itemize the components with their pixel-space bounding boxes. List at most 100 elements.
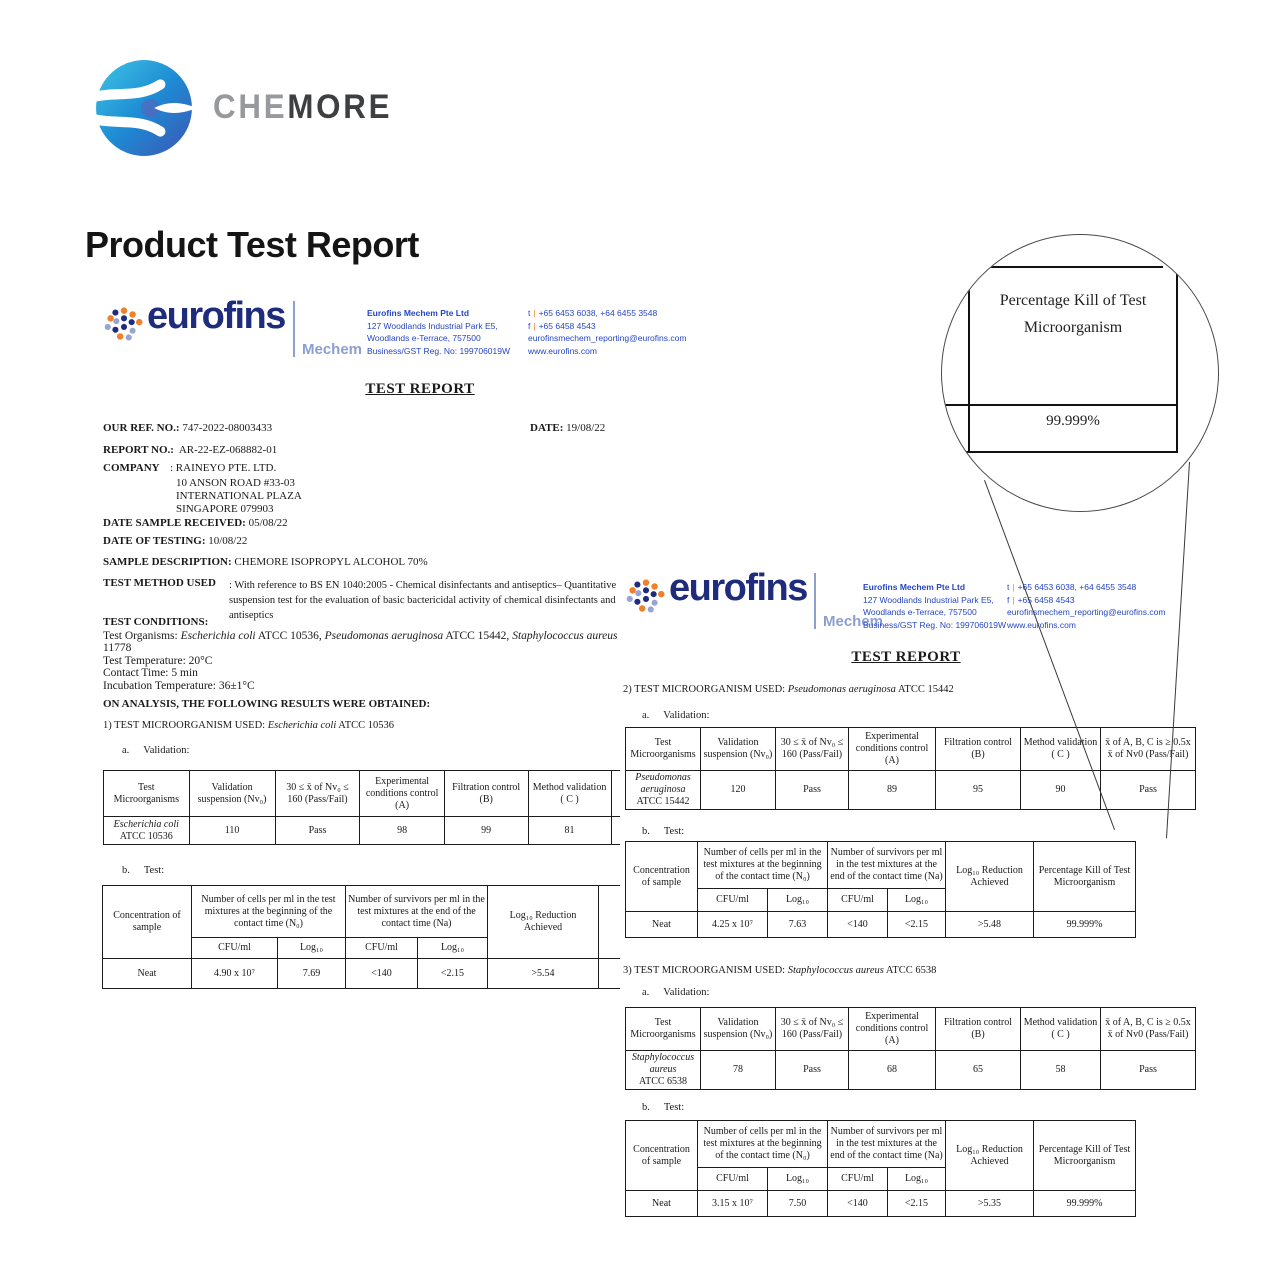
- report-no-line: REPORT NO.: AR-22-EZ-068882-01: [103, 444, 278, 456]
- pipe-icon: |: [533, 320, 536, 331]
- sub-header: Log₁₀: [277, 937, 346, 959]
- magnified-kill-header: Percentage Kill of Test Microorganism: [999, 292, 1147, 336]
- sub-header: CFU/ml: [191, 937, 278, 959]
- vendor-tel: t | +65 6453 6038, +64 6455 3548: [1007, 582, 1137, 592]
- table-cell: Neat: [102, 958, 192, 989]
- table-cell: <140: [827, 1190, 888, 1217]
- vendor-tel: t | +65 6453 6038, +64 6455 3548: [528, 308, 658, 318]
- table-cell: 65: [935, 1050, 1021, 1090]
- table-cell: 89: [848, 770, 936, 810]
- table-cell: <140: [345, 958, 418, 989]
- vendor-contact-block: t | +65 6453 6038, +64 6455 3548 f | +65 645…: [528, 307, 686, 357]
- eurofins-logotype: eurofins: [669, 567, 808, 609]
- column-header: x̄ of A, B, C is ≥ 0.5x x̄ of Nv0 (Pass/…: [1100, 1007, 1196, 1051]
- pipe-icon: |: [533, 308, 536, 318]
- column-header: Number of survivors per ml in the test m…: [827, 1120, 946, 1168]
- eurofins-division: Mechem: [823, 613, 884, 630]
- vendor-fax: f | +65 6458 4543: [1007, 594, 1075, 605]
- vendor-company: Eurofins Mechem Pte Ltd: [367, 308, 470, 318]
- table-cell: 98: [359, 816, 445, 845]
- chemore-logo-icon: [93, 60, 195, 156]
- date-testing-line: DATE OF TESTING: 10/08/22: [103, 535, 248, 547]
- conditions-text: Test Organisms: Escherichia coli ATCC 10…: [103, 630, 678, 692]
- sub-header: Log₁₀: [887, 888, 946, 912]
- sub-header: CFU/ml: [697, 1167, 768, 1191]
- column-header: 30 ≤ x̄ of Nv₀ ≤ 160 (Pass/Fail): [274, 770, 361, 817]
- vendor-address1: 127 Woodlands Industrial Park E5,: [367, 320, 498, 331]
- column-header: Method validation ( C ): [527, 770, 612, 817]
- column-header: Test Microorganisms: [625, 1007, 701, 1051]
- section1-validation-label: a. Validation:: [122, 745, 190, 756]
- test-report-doc-2: eurofins Mechem Eurofins Mechem Pte Ltd …: [620, 563, 1238, 1240]
- organism-cell: Pseudomonas aeruginosa ATCC 15442: [625, 770, 701, 810]
- doc2-title: TEST REPORT: [851, 649, 961, 665]
- column-header: Validation suspension (Nv₀): [700, 1007, 776, 1051]
- table-cell: Neat: [625, 1190, 698, 1217]
- table-cell: 78: [700, 1050, 776, 1090]
- table-cell: Pass: [274, 816, 361, 845]
- column-header: Concentration of sample: [625, 841, 698, 912]
- table-cell: 68: [848, 1050, 936, 1090]
- table-cell: 7.69: [277, 958, 346, 989]
- column-header: Concentration of sample: [102, 885, 192, 959]
- table-cell: 120: [700, 770, 776, 810]
- vendor-contact-block: t | +65 6453 6038, +64 6455 3548 f | +65 645…: [1007, 581, 1165, 631]
- method-label: TEST METHOD USED: [103, 577, 216, 589]
- sub-header: Log₁₀: [767, 1167, 828, 1191]
- sub-header: CFU/ml: [345, 937, 418, 959]
- table-cell: 4.90 x 10⁷: [191, 958, 278, 989]
- table-cell: >5.54: [487, 958, 599, 989]
- test-report-doc-1: eurofins Mechem Eurofins Mechem Pte Ltd …: [95, 295, 746, 1015]
- table-cell: <2.15: [887, 1190, 946, 1217]
- test-table-staphylococcus: Concentration of sample Number of cells …: [625, 1120, 1136, 1217]
- sub-header: CFU/ml: [827, 888, 888, 912]
- condition-contact-time: Contact Time: 5 min: [103, 667, 198, 680]
- column-header: 30 ≤ x̄ of Nv₀ ≤ 160 (Pass/Fail): [775, 727, 849, 771]
- magnified-table-line: [1176, 255, 1178, 451]
- column-header: x̄ of A, B, C is ≥ 0.5x x̄ of Nv0 (Pass/…: [1100, 727, 1196, 771]
- chemore-wordmark: CHEMORE: [213, 88, 392, 127]
- eurofins-divider: [293, 301, 295, 357]
- company-address: 10 ANSON ROAD #33-03 INTERNATIONAL PLAZA…: [176, 477, 302, 516]
- vendor-address2: Woodlands e-Terrace, 757500: [367, 333, 481, 343]
- sub-header: CFU/ml: [697, 888, 768, 912]
- table-cell: Pass: [1100, 770, 1196, 810]
- pipe-icon: |: [1012, 594, 1015, 605]
- table-cell: 81: [527, 816, 612, 845]
- table-cell: 95: [935, 770, 1021, 810]
- table-cell: 7.63: [767, 911, 828, 938]
- ref-line: OUR REF. NO.: 747-2022-08003433: [103, 422, 273, 434]
- eurofins-logotype: eurofins: [147, 295, 286, 337]
- company-label: COMPANY: [103, 462, 160, 474]
- vendor-email: eurofinsmechem_reporting@eurofins.com: [1007, 607, 1166, 617]
- test-table-ecoli: Concentration of sample Number of cells …: [102, 885, 714, 989]
- company-name: : RAINEYO PTE. LTD.: [170, 462, 277, 474]
- vendor-address1: 127 Woodlands Industrial Park E5,: [863, 594, 994, 605]
- column-header: Experimental conditions control (A): [848, 1007, 936, 1051]
- date-received-line: DATE SAMPLE RECEIVED: 05/08/22: [103, 517, 288, 529]
- vendor-website: www.eurofins.com: [528, 345, 597, 356]
- vendor-email: eurofinsmechem_reporting@eurofins.com: [528, 333, 687, 343]
- table-cell: 3.15 x 10⁷: [697, 1190, 768, 1217]
- column-header: Filtration control (B): [935, 727, 1021, 771]
- chemore-wordmark-che: CHE: [213, 88, 288, 126]
- magnified-kill-value: 99.999%: [1046, 413, 1100, 429]
- page-title: Product Test Report: [85, 224, 419, 265]
- method-text: : With reference to BS EN 1040:2005 - Ch…: [229, 580, 617, 621]
- table-cell: 99.999%: [1033, 911, 1136, 938]
- magnified-table-line: [979, 266, 1163, 268]
- sub-header: Log₁₀: [417, 937, 488, 959]
- column-header: Concentration of sample: [625, 1120, 698, 1191]
- magnifier-circle: Percentage Kill of Test Microorganism 99…: [941, 234, 1219, 512]
- table-cell: Pass: [775, 1050, 849, 1090]
- eurofins-divider: [814, 573, 816, 629]
- analysis-line: ON ANALYSIS, THE FOLLOWING RESULTS WERE …: [103, 698, 431, 710]
- test-table-pseudomonas: Concentration of sample Number of cells …: [625, 841, 1136, 938]
- column-header: 30 ≤ x̄ of Nv₀ ≤ 160 (Pass/Fail): [775, 1007, 849, 1051]
- column-header: Filtration control (B): [443, 770, 529, 817]
- validation-table-pseudomonas: Test Microorganisms Validation suspensio…: [625, 727, 1196, 810]
- vendor-fax: f | +65 6458 4543: [528, 320, 596, 331]
- column-header: Percentage Kill of Test Microorganism: [1033, 841, 1136, 912]
- condition-incubation: Incubation Temperature: 36±1°C: [103, 679, 255, 692]
